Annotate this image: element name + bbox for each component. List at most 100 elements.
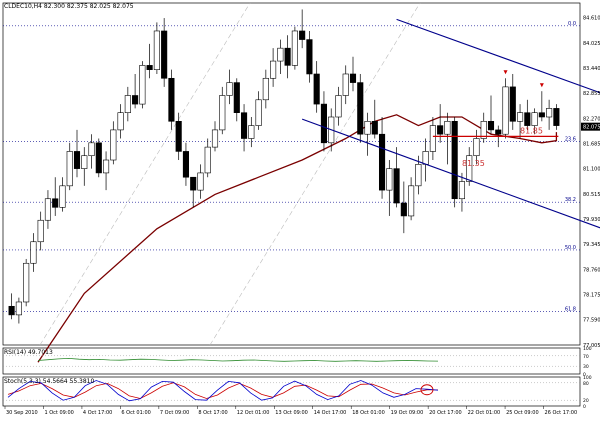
bear-candle[interactable] [240,112,248,139]
bull-candle[interactable] [502,86,509,135]
bull-candle[interactable] [110,129,117,161]
bull-candle[interactable] [59,185,66,208]
bull-candle[interactable] [117,112,124,131]
bull-candle[interactable] [480,121,487,139]
time-tick-label: 30 Sep 2010 [6,410,38,416]
bull-candle[interactable] [197,172,204,191]
candles[interactable] [8,9,560,324]
bear-candle[interactable] [371,121,378,135]
bear-candle[interactable] [509,86,516,122]
sell-arrow-icon [503,70,508,75]
bear-candle[interactable] [393,168,400,204]
price-tick-label: 77.005 [583,343,600,349]
bear-candle[interactable] [306,39,313,75]
bull-candle[interactable] [429,125,436,152]
time-tick-label: 1 Oct 09:00 [44,410,73,416]
time-tick-label: 14 Oct 17:00 [314,410,347,416]
bull-candle[interactable] [30,241,37,264]
bear-candle[interactable] [495,129,502,135]
channel-lower-line[interactable] [301,118,600,273]
bull-candle[interactable] [386,168,393,191]
bull-candle[interactable] [226,82,233,96]
bear-candle[interactable] [538,112,545,118]
bear-candle[interactable] [168,77,175,122]
bear-candle[interactable] [349,73,357,83]
bear-candle[interactable] [52,198,59,208]
bear-candle[interactable] [400,202,407,217]
bull-candle[interactable] [270,60,277,79]
bear-candle[interactable] [95,142,102,174]
stoch-panel-frame [2,376,581,407]
bear-candle[interactable] [487,121,495,131]
bull-candle[interactable] [37,219,44,243]
bull-candle[interactable] [102,159,110,174]
bear-candle[interactable] [132,95,139,105]
bear-candle[interactable] [161,30,168,79]
bear-candle[interactable] [146,65,153,70]
bull-candle[interactable] [204,146,211,174]
bull-candle[interactable] [88,142,95,157]
bull-candle[interactable] [153,30,160,70]
annotation-lower: 81.35 [462,159,485,168]
bull-candle[interactable] [262,77,269,101]
bull-candle[interactable] [444,121,451,135]
bull-candle[interactable] [342,73,349,96]
symbol-header: CLDEC10,H4 82.300 82.375 82.025 82.075 [4,3,134,10]
bull-candle[interactable] [466,155,473,182]
bear-candle[interactable] [357,82,364,135]
bull-candle[interactable] [139,65,146,105]
bull-candle[interactable] [291,30,298,66]
bull-candle[interactable] [219,95,226,131]
trend-channel[interactable] [301,18,600,273]
bear-candle[interactable] [175,121,182,152]
time-tick-label: 12 Oct 01:00 [237,410,270,416]
price-tick-label: 81.100 [583,167,600,173]
bull-candle[interactable] [277,47,284,62]
bear-candle[interactable] [233,82,240,113]
price-tick-label: 79.930 [583,217,600,223]
bull-candle[interactable] [422,151,429,165]
bear-candle[interactable] [524,112,531,126]
bull-candle[interactable] [516,112,524,122]
bear-candle[interactable] [437,125,444,135]
bull-candle[interactable] [531,112,538,126]
bull-candle[interactable] [458,181,466,200]
bear-candle[interactable] [190,176,197,191]
sell-arrow-icon [539,83,544,88]
bear-candle[interactable] [553,108,560,126]
bear-candle[interactable] [8,305,15,316]
rsi-line [37,357,439,362]
bull-candle[interactable] [211,129,219,148]
bull-candle[interactable] [335,95,342,118]
bull-candle[interactable] [23,262,30,303]
bull-candle[interactable] [255,99,262,126]
bull-candle[interactable] [15,301,22,316]
stoch-label: Stoch(5,3,3) 54.5664 55.3810 [4,378,95,385]
current-price-tag [581,122,600,131]
time-tick-label: 7 Oct 09:00 [160,410,189,416]
bull-candle[interactable] [81,155,88,169]
bull-candle[interactable] [124,95,131,113]
bull-candle[interactable] [546,108,553,118]
bear-candle[interactable] [378,133,386,191]
bear-candle[interactable] [313,73,320,105]
bull-candle[interactable] [473,138,480,157]
bull-candle[interactable] [408,185,415,217]
bear-candle[interactable] [451,121,458,200]
bear-candle[interactable] [320,103,328,144]
bull-candle[interactable] [415,164,422,187]
bull-candle[interactable] [364,121,371,135]
bull-candle[interactable] [66,151,73,187]
bull-candle[interactable] [248,125,255,139]
bear-candle[interactable] [182,151,190,178]
fib-label: 38.2 [565,197,576,203]
bear-candle[interactable] [284,47,291,66]
bull-candle[interactable] [44,198,52,221]
bear-candle[interactable] [299,30,306,40]
channel-upper-line[interactable] [396,18,600,173]
bear-candle[interactable] [73,151,81,169]
stoch-highlight-circle [420,384,434,396]
